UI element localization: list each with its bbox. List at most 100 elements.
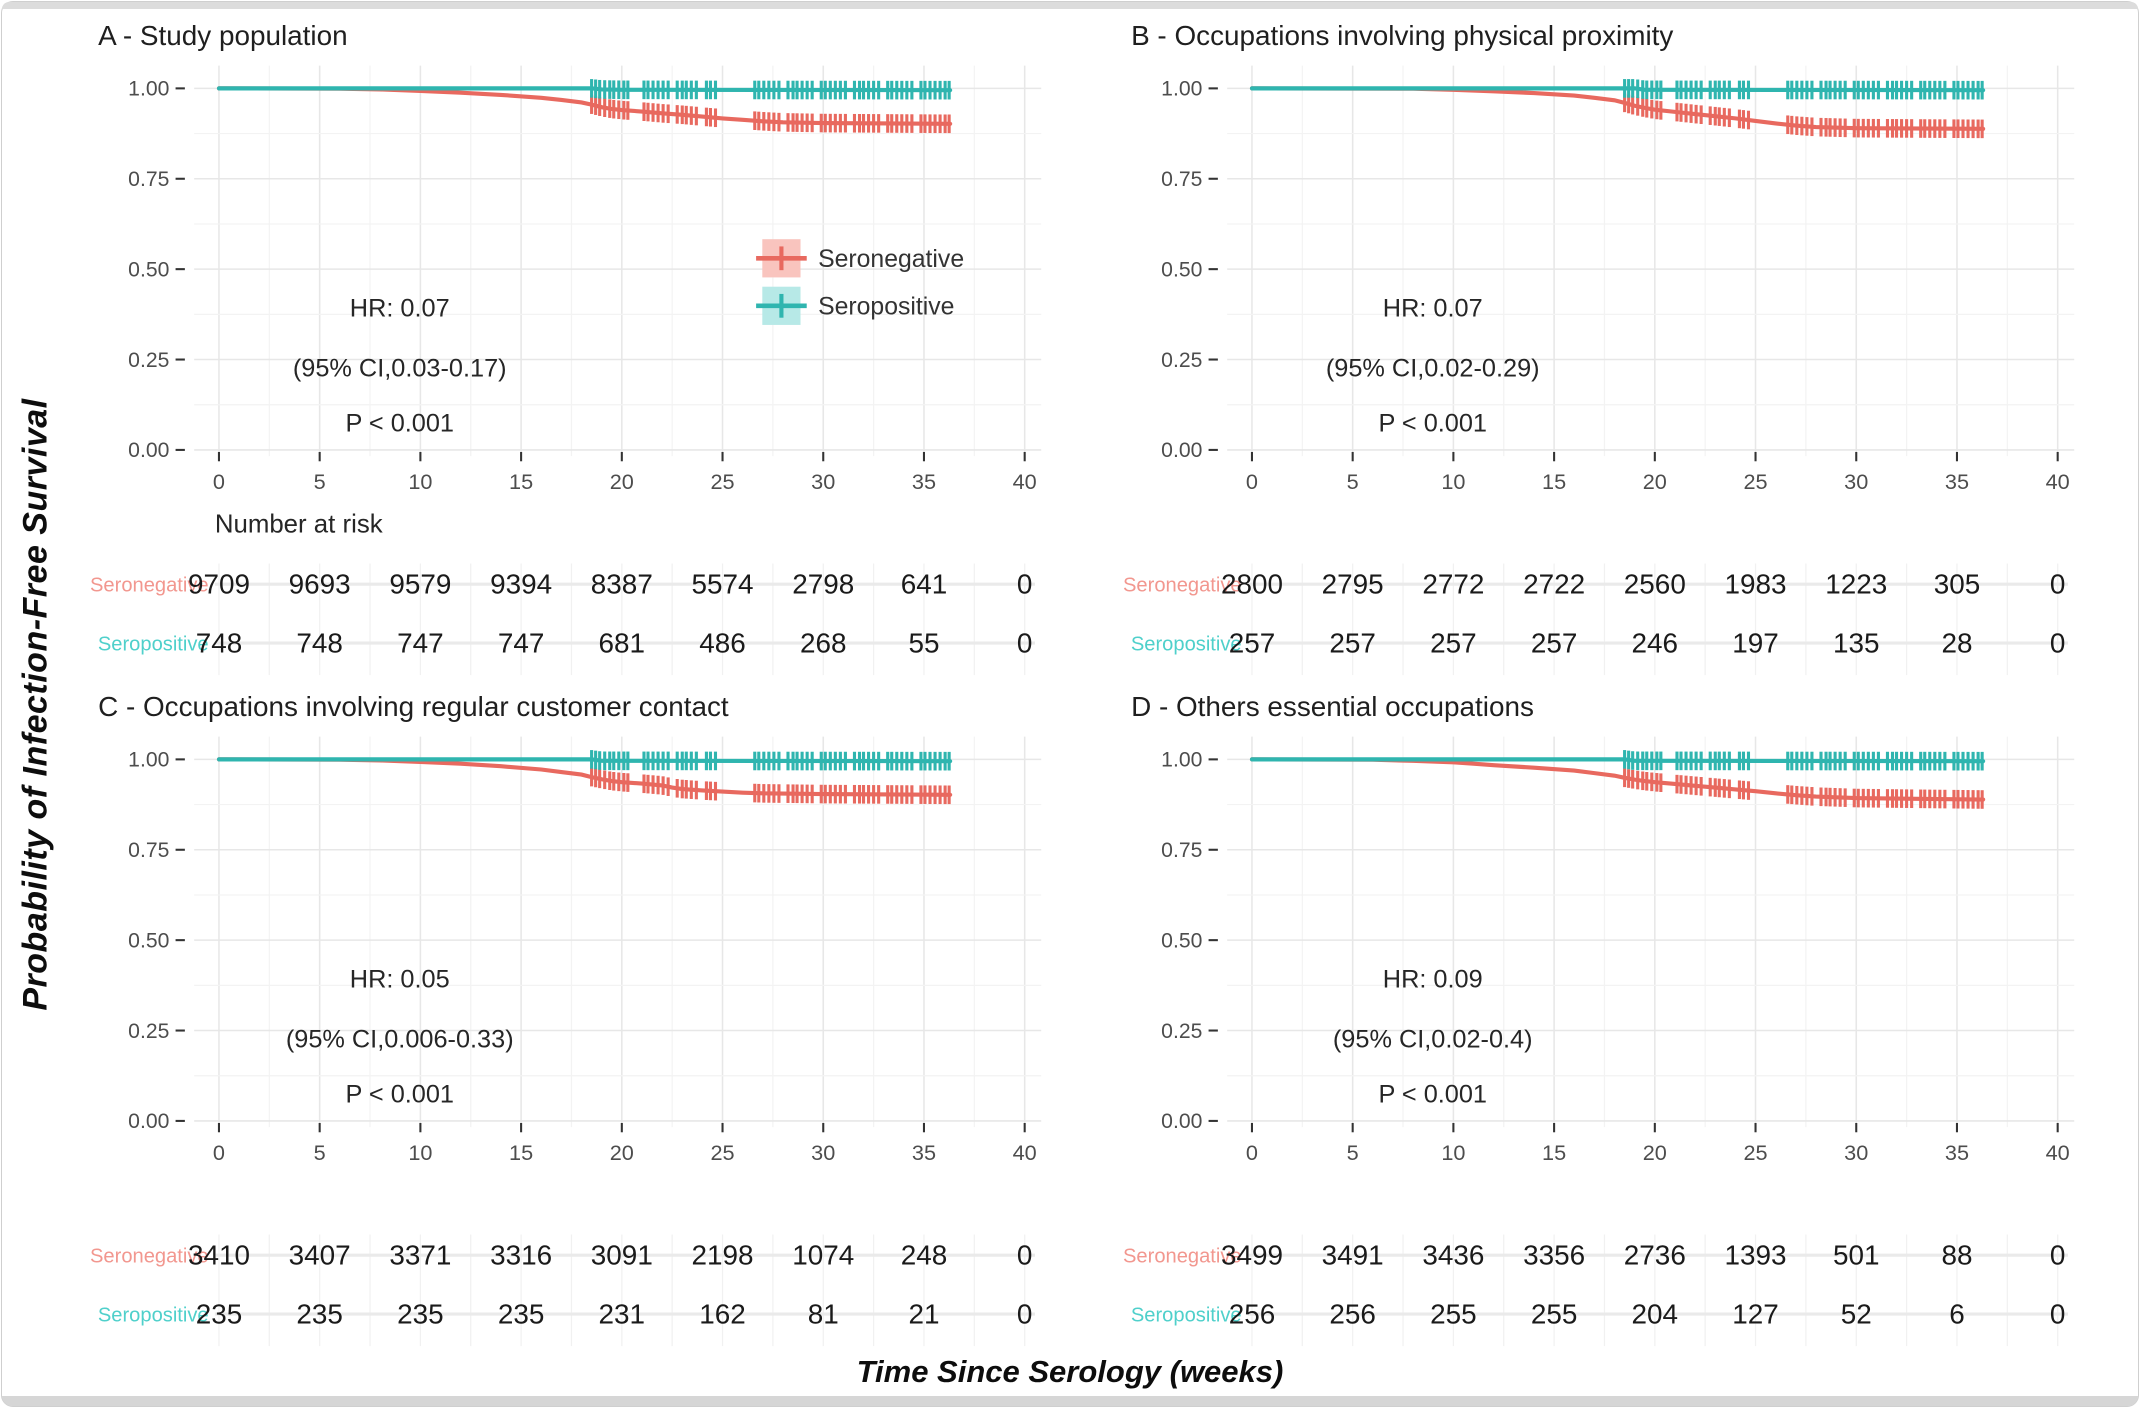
x-tick-label: 40 <box>1013 1141 1037 1166</box>
hr-value: HR: 0.09 <box>1383 966 1483 994</box>
risk-count: 3499 <box>1221 1240 1283 1271</box>
risk-count: 305 <box>1934 569 1981 600</box>
risk-count: 257 <box>1329 627 1376 658</box>
risk-count: 5574 <box>692 569 754 600</box>
risk-count: 0 <box>1017 627 1033 658</box>
seropositive-curve <box>216 86 953 93</box>
x-axis: 0 5 10 15 20 25 30 35 40 <box>213 451 1037 494</box>
x-axis-title: Time Since Serology (weeks) <box>856 1354 1284 1389</box>
risk-count: 246 <box>1632 627 1679 658</box>
risk-count: 255 <box>1531 1299 1578 1330</box>
x-tick-label: 30 <box>1844 1141 1868 1166</box>
x-tick-label: 10 <box>408 469 432 494</box>
x-axis: 0 5 10 15 20 25 30 35 40 <box>1246 1123 2070 1166</box>
risk-count: 0 <box>2050 569 2066 600</box>
x-tick-label: 0 <box>213 1141 225 1166</box>
risk-count: 2795 <box>1322 569 1384 600</box>
seronegative-censor-marks <box>1623 768 1984 810</box>
risk-count: 2736 <box>1624 1240 1686 1271</box>
x-tick-label: 20 <box>610 1141 634 1166</box>
seronegative-row-label: Seronegative <box>1123 1246 1242 1268</box>
x-tick-label: 25 <box>710 1141 734 1166</box>
risk-count: 3407 <box>289 1240 351 1271</box>
x-tick-label: 30 <box>1844 469 1868 494</box>
risk-count: 197 <box>1732 627 1779 658</box>
risk-count: 55 <box>908 627 939 658</box>
risk-count: 52 <box>1841 1299 1872 1330</box>
x-tick-label: 30 <box>811 469 835 494</box>
panel-title: A - Study population <box>98 20 348 51</box>
x-tick-label: 25 <box>1743 469 1767 494</box>
risk-count: 88 <box>1941 1240 1972 1271</box>
y-tick-label: 1.00 <box>1161 78 1202 101</box>
x-tick-label: 10 <box>1441 1141 1465 1166</box>
x-tick-label: 15 <box>509 469 533 494</box>
gridlines <box>194 737 1042 1347</box>
hr-ci: (95% CI,0.02-0.29) <box>1326 355 1540 383</box>
panels-grid: A - Study population 0.00 0.25 0.50 0.75 1.00… <box>64 14 2130 1357</box>
y-tick-label: 0.50 <box>128 258 169 281</box>
hr-ci: (95% CI,0.03-0.17) <box>293 355 507 383</box>
y-tick-label: 0.75 <box>1161 839 1202 862</box>
hr-ci: (95% CI,0.006-0.33) <box>286 1026 514 1054</box>
risk-count: 748 <box>196 627 243 658</box>
hr-annotation: HR: 0.09 (95% CI,0.02-0.4) P < 0.001 <box>1333 966 1533 1109</box>
y-tick-label: 0.75 <box>1161 168 1202 191</box>
risk-count: 257 <box>1430 627 1477 658</box>
panel-c-chart: C - Occupations involving regular custom… <box>90 691 1042 1347</box>
gridlines <box>1227 65 2075 676</box>
seronegative-row-label: Seronegative <box>90 1246 209 1268</box>
x-tick-label: 25 <box>1743 1141 1767 1166</box>
risk-count: 248 <box>901 1240 948 1271</box>
seropositive-curve <box>1249 86 1986 93</box>
risk-count: 3316 <box>490 1240 552 1271</box>
y-axis-title-text: Probability of Infection-Free Survival <box>16 397 55 1011</box>
x-axis: 0 5 10 15 20 25 30 35 40 <box>213 1123 1037 1166</box>
x-tick-label: 0 <box>213 469 225 494</box>
hr-pvalue: P < 0.001 <box>345 1081 454 1109</box>
y-tick-label: 1.00 <box>128 749 169 772</box>
risk-count: 255 <box>1430 1299 1477 1330</box>
risk-count: 235 <box>498 1299 545 1330</box>
panel-d-chart: D - Others essential occupations 0.00 0.25… <box>1123 691 2075 1347</box>
x-tick-label: 5 <box>1347 469 1359 494</box>
risk-count: 486 <box>699 627 746 658</box>
risk-count: 257 <box>1229 627 1276 658</box>
risk-count: 2772 <box>1422 569 1484 600</box>
risk-count: 81 <box>808 1299 839 1330</box>
risk-count: 1223 <box>1825 569 1887 600</box>
hr-annotation: HR: 0.05 (95% CI,0.006-0.33) P < 0.001 <box>286 966 514 1109</box>
panel-title: B - Occupations involving physical proxi… <box>1131 20 1673 51</box>
y-tick-label: 0.25 <box>128 349 169 372</box>
risk-count: 256 <box>1329 1299 1376 1330</box>
risk-count: 28 <box>1941 627 1972 658</box>
legend: Seronegative Seropositive <box>756 239 964 325</box>
seronegative-curve <box>216 757 953 798</box>
y-tick-label: 1.00 <box>1161 749 1202 772</box>
x-tick-label: 15 <box>1542 1141 1566 1166</box>
x-tick-label: 20 <box>610 469 634 494</box>
risk-count: 231 <box>599 1299 646 1330</box>
number-at-risk-label: Number at risk <box>215 511 383 539</box>
y-axis: 0.00 0.25 0.50 0.75 1.00 <box>1161 749 1218 1134</box>
hr-ci: (95% CI,0.02-0.4) <box>1333 1026 1533 1054</box>
hr-pvalue: P < 0.001 <box>1378 1081 1487 1109</box>
risk-count: 3491 <box>1322 1240 1384 1271</box>
y-tick-label: 0.25 <box>128 1020 169 1043</box>
panel-c: C - Occupations involving regular custom… <box>64 685 1097 1356</box>
y-tick-label: 0.25 <box>1161 349 1202 372</box>
seronegative-curve <box>1249 86 1986 131</box>
risk-count: 2798 <box>792 569 854 600</box>
y-axis: 0.00 0.25 0.50 0.75 1.00 <box>128 78 185 462</box>
seropositive-row-label: Seropositive <box>1131 1305 1242 1327</box>
risk-count: 256 <box>1229 1299 1276 1330</box>
risk-count: 0 <box>1017 1240 1033 1271</box>
hr-annotation: HR: 0.07 (95% CI,0.02-0.29) P < 0.001 <box>1326 295 1540 438</box>
y-axis-title: Probability of Infection-Free Survival <box>10 2 62 1406</box>
seropositive-censor-marks <box>1623 79 1984 100</box>
x-tick-label: 20 <box>1643 469 1667 494</box>
y-tick-label: 0.75 <box>128 839 169 862</box>
